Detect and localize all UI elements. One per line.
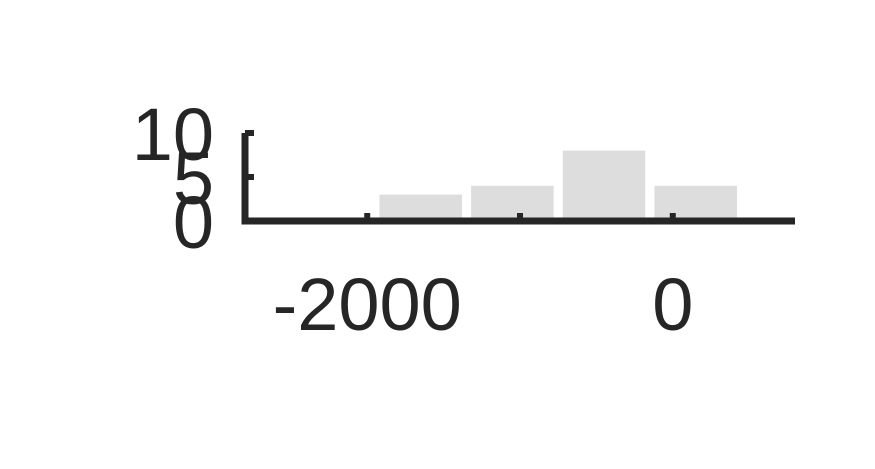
histogram-bar <box>379 194 462 221</box>
histogram-bar <box>654 185 737 221</box>
y-tick-label: 0 <box>173 181 214 264</box>
x-tick-label: 0 <box>652 263 693 346</box>
histogram-bar <box>471 185 554 221</box>
bars-group <box>379 150 737 221</box>
histogram-bar <box>562 150 646 221</box>
y-tick-label: 5 <box>173 137 214 220</box>
x-tick-label: -2000 <box>273 263 462 346</box>
x-ticks-group: -2000 0 <box>273 213 693 346</box>
y-tick-label: 10 <box>132 93 214 176</box>
